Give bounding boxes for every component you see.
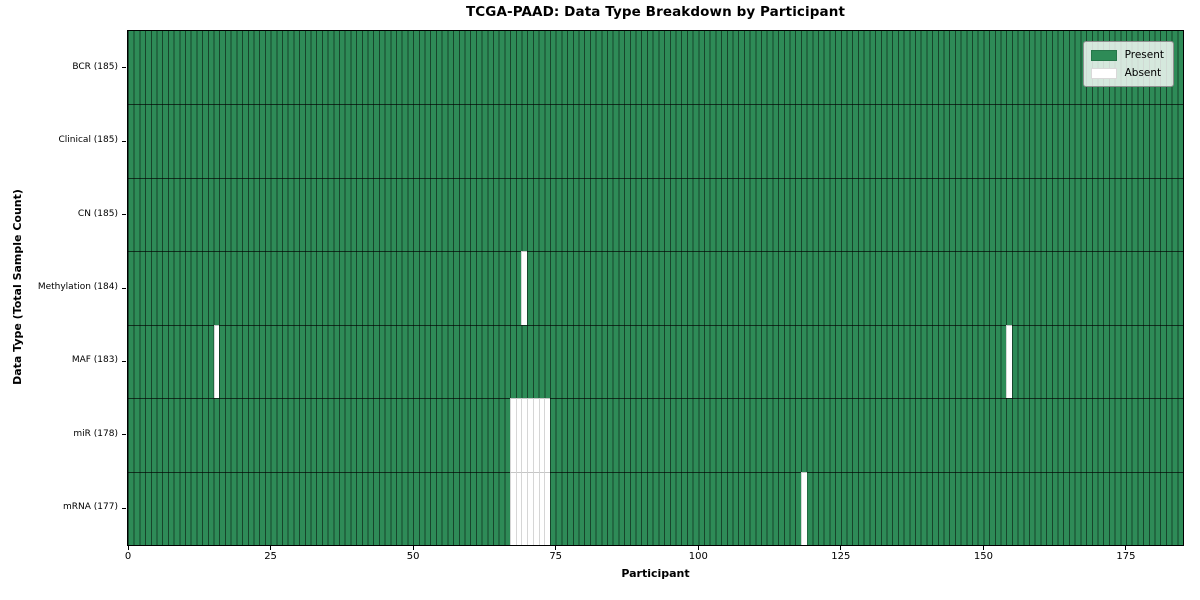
absent-cell-miR-68 <box>515 398 522 472</box>
x-tick <box>982 546 984 550</box>
plot-area: Present Absent <box>127 30 1184 546</box>
y-tick <box>122 287 126 289</box>
y-tick <box>122 140 126 142</box>
y-tick <box>122 360 126 362</box>
absent-cell-miR-71 <box>532 398 539 472</box>
y-tick <box>122 507 126 509</box>
absent-cell-miR-73 <box>544 398 550 472</box>
absent-cell-miR-72 <box>538 398 545 472</box>
absent-cell-mRNA-73 <box>544 471 550 545</box>
x-tick <box>1125 546 1127 550</box>
y-tick <box>122 67 126 69</box>
legend-label-absent: Absent <box>1124 67 1162 79</box>
absent-cell-MAF-15 <box>213 324 220 399</box>
y-tick <box>122 214 126 216</box>
x-tick <box>270 546 272 550</box>
absent-cell-mRNA-70 <box>527 471 533 545</box>
x-tick <box>840 546 842 550</box>
absent-cell-mRNA-118 <box>800 471 807 545</box>
heatmap-row-Clinical <box>128 104 1183 178</box>
absent-cell-mRNA-71 <box>532 471 539 545</box>
absent-cell-mRNA-67 <box>510 471 516 545</box>
absent-cell-miR-69 <box>521 398 528 472</box>
y-tick-label: BCR (185) <box>72 61 118 72</box>
legend-item-present: Present <box>1090 48 1164 62</box>
heatmap-row-miR <box>128 398 1183 472</box>
heatmap-row-CN <box>128 177 1183 252</box>
legend-label-present: Present <box>1124 49 1164 61</box>
present-swatch <box>1090 49 1117 61</box>
x-tick <box>127 546 129 550</box>
x-tick <box>697 546 699 550</box>
absent-swatch <box>1090 67 1117 79</box>
x-tick-label: 150 <box>973 551 993 562</box>
absent-cell-mRNA-72 <box>538 471 545 545</box>
heatmap-row-mRNA <box>128 471 1183 545</box>
y-tick-label: miR (178) <box>73 428 118 439</box>
absent-cell-mRNA-69 <box>521 471 528 545</box>
x-tick-label: 0 <box>124 551 132 562</box>
absent-cell-MAF-154 <box>1006 324 1012 399</box>
heatmap-row-Methylation <box>128 251 1183 325</box>
absent-cell-miR-70 <box>527 398 533 472</box>
heatmap-row-BCR <box>128 31 1183 105</box>
heatmap-row-MAF <box>128 324 1183 399</box>
y-tick-label: CN (185) <box>77 208 118 219</box>
x-tick-label: 75 <box>549 551 563 562</box>
y-tick-label: Clinical (185) <box>58 135 118 146</box>
x-tick-label: 100 <box>688 551 708 562</box>
x-tick <box>412 546 414 550</box>
y-tick-label: MAF (183) <box>71 355 118 366</box>
absent-cell-mRNA-68 <box>515 471 522 545</box>
x-tick-label: 125 <box>831 551 851 562</box>
absent-cell-miR-67 <box>510 398 516 472</box>
x-tick-label: 50 <box>406 551 420 562</box>
y-tick-label: mRNA (177) <box>63 502 118 513</box>
x-tick <box>555 546 557 550</box>
absent-cell-Methylation-69 <box>521 251 528 325</box>
x-axis-label: Participant <box>621 567 690 580</box>
chart-title: TCGA-PAAD: Data Type Breakdown by Partic… <box>465 4 846 20</box>
y-tick <box>122 434 126 436</box>
y-tick-label: Methylation (184) <box>37 282 118 292</box>
x-tick-label: 25 <box>264 551 277 562</box>
legend: Present Absent <box>1082 41 1174 87</box>
x-tick-label: 175 <box>1116 551 1136 562</box>
legend-item-absent: Absent <box>1090 66 1164 80</box>
